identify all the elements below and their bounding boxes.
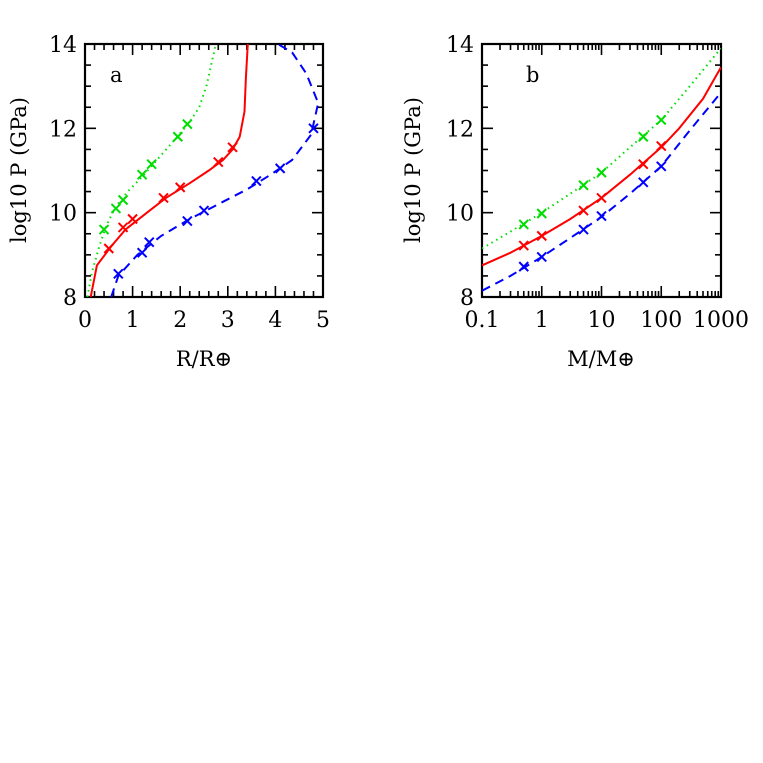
series-1-marker-1 <box>117 222 129 233</box>
panel-b-frame <box>480 42 723 299</box>
series-line-0 <box>482 47 721 250</box>
series-2-marker-5 <box>656 161 667 172</box>
series-1-marker-4 <box>638 158 649 170</box>
panel-b-letter: b <box>526 63 539 87</box>
series-0-marker-4 <box>638 131 649 142</box>
series-0-marker-5 <box>172 131 184 142</box>
series-1-marker-6 <box>227 142 238 153</box>
series-0-marker-3 <box>596 167 607 178</box>
x-tick-label: 3 <box>221 308 235 333</box>
y-tick-label: 14 <box>49 33 77 58</box>
series-line-0 <box>86 44 217 297</box>
series-1-marker-5 <box>656 140 667 152</box>
series-2-marker-6 <box>274 163 286 174</box>
series-0-marker-2 <box>578 180 589 191</box>
series-line-2 <box>110 44 320 297</box>
series-0-marker-0 <box>518 219 529 230</box>
series-0-marker-2 <box>117 194 129 206</box>
y-tick-label: 10 <box>446 202 474 227</box>
panel-b: b 0.1 1 10 100 1000 8 10 12 14 M/M⊕ log10 P (GP… <box>401 33 749 371</box>
series-2-marker-3 <box>596 210 607 222</box>
x-tick-label: 0.1 <box>465 308 500 333</box>
series-0-marker-1 <box>536 208 547 219</box>
y-tick-label: 8 <box>460 286 474 311</box>
series-1-marker-1 <box>536 230 547 242</box>
y-tick-label: 12 <box>446 117 474 142</box>
panel-a-series <box>86 44 320 297</box>
series-0-marker-3 <box>136 169 148 180</box>
panel-a-y-axis-title: log10 P (GPa) <box>7 97 31 243</box>
series-2-marker-4 <box>198 205 210 216</box>
series-0-marker-4 <box>146 158 157 170</box>
panel-b-y-axis-title: log10 P (GPa) <box>401 97 425 243</box>
y-tick-label: 14 <box>446 33 474 58</box>
x-tick-label: 100 <box>640 308 682 333</box>
series-0-marker-0 <box>98 224 110 235</box>
series-2-marker-1 <box>136 247 148 258</box>
x-tick-label: 1 <box>535 308 549 333</box>
panel-b-y-tick-labels: 8 10 12 14 <box>446 33 474 311</box>
series-line-1 <box>482 66 721 267</box>
y-tick-label: 10 <box>49 202 77 227</box>
series-0-marker-5 <box>656 114 667 126</box>
panel-b-series <box>482 47 721 292</box>
panel-b-ticks <box>481 43 722 298</box>
series-0-marker-6 <box>182 118 193 130</box>
x-tick-label: 5 <box>316 308 330 333</box>
series-1-marker-4 <box>174 182 186 193</box>
y-tick-label: 12 <box>49 117 77 142</box>
x-tick-label: 10 <box>588 308 616 333</box>
series-0-marker-1 <box>110 203 122 214</box>
series-1-marker-0 <box>103 243 115 254</box>
y-tick-label: 8 <box>63 286 77 311</box>
panel-a-x-axis-title: R/R⊕ <box>176 347 232 371</box>
panel-b-x-tick-labels: 0.1 1 10 100 1000 <box>465 308 750 333</box>
series-2-marker-5 <box>251 175 262 187</box>
panel-a-x-tick-labels: 0 1 2 3 4 5 <box>78 308 330 333</box>
series-2-marker-2 <box>144 236 155 248</box>
series-2-marker-0 <box>113 268 124 280</box>
series-1-marker-2 <box>127 213 138 225</box>
x-tick-label: 0 <box>78 308 92 333</box>
series-1-marker-0 <box>518 240 529 251</box>
series-1-marker-3 <box>158 192 169 204</box>
panel-a-ticks <box>84 43 324 298</box>
x-tick-label: 4 <box>268 308 282 333</box>
x-tick-label: 1000 <box>693 308 749 333</box>
series-2-marker-3 <box>182 215 193 227</box>
panel-a-letter: a <box>110 63 123 87</box>
series-1-marker-5 <box>213 156 224 168</box>
series-2-marker-2 <box>578 224 589 235</box>
x-tick-label: 1 <box>126 308 140 333</box>
series-2-marker-4 <box>638 177 649 188</box>
series-line-1 <box>89 44 249 297</box>
series-2-marker-7 <box>308 123 319 134</box>
panel-b-x-axis-title: M/M⊕ <box>567 347 635 371</box>
x-tick-label: 2 <box>173 308 187 333</box>
series-2-marker-1 <box>536 251 547 263</box>
panel-a-y-tick-labels: 8 10 12 14 <box>49 33 77 311</box>
series-1-marker-3 <box>596 192 607 204</box>
series-1-marker-2 <box>578 205 589 216</box>
series-2-marker-0 <box>518 261 529 272</box>
